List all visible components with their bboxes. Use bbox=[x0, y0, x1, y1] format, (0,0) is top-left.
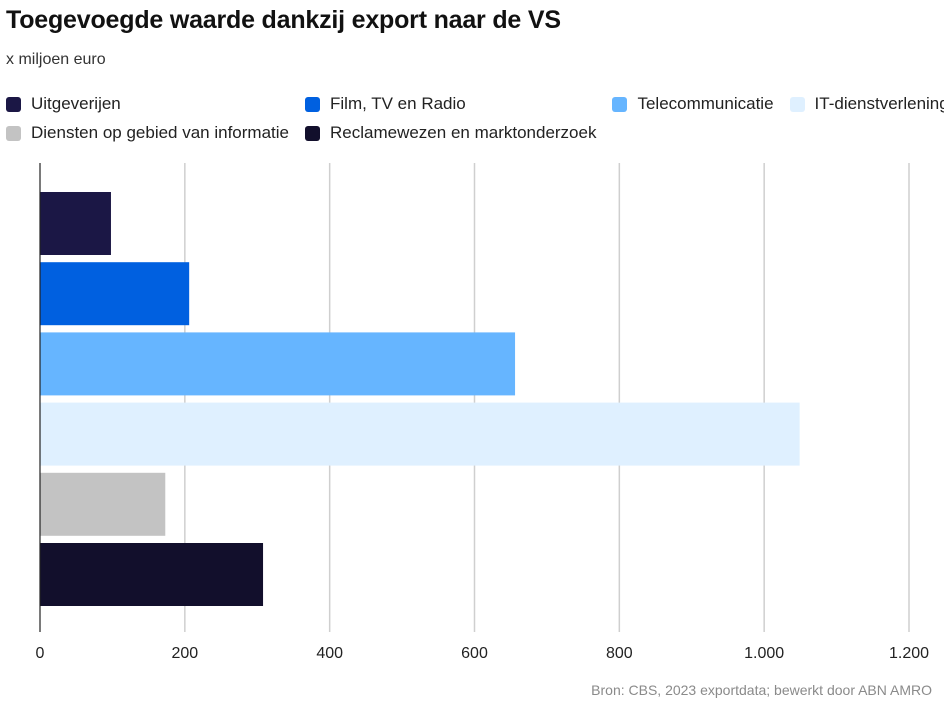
x-tick-label: 1.000 bbox=[744, 645, 784, 662]
legend-item: Diensten op gebied van informatie bbox=[6, 123, 289, 143]
legend-item: Uitgeverijen bbox=[6, 94, 289, 114]
bar bbox=[40, 472, 166, 536]
x-tick-label: 800 bbox=[606, 645, 633, 662]
bar bbox=[40, 402, 800, 466]
chart-title: Toegevoegde waarde dankzij export naar d… bbox=[6, 6, 561, 34]
legend-label: Reclamewezen en marktonderzoek bbox=[330, 123, 597, 142]
legend-label: IT-dienstverlening bbox=[814, 94, 944, 113]
legend-label: Diensten op gebied van informatie bbox=[31, 123, 289, 142]
legend-swatch bbox=[612, 96, 628, 112]
legend-item: IT-dienstverlening bbox=[789, 94, 944, 114]
legend-label: Uitgeverijen bbox=[31, 94, 121, 113]
legend-swatch bbox=[6, 96, 21, 112]
x-tick-label: 1.200 bbox=[889, 645, 929, 662]
x-tick-label: 200 bbox=[171, 645, 198, 662]
x-tick-label: 0 bbox=[36, 645, 45, 662]
bar bbox=[40, 262, 190, 326]
legend-item: Telecommunicatie bbox=[612, 94, 774, 114]
legend-swatch bbox=[305, 125, 320, 141]
chart-subtitle: x miljoen euro bbox=[6, 51, 106, 68]
legend-swatch bbox=[305, 96, 320, 112]
x-tick-label: 400 bbox=[316, 645, 343, 662]
legend-swatch bbox=[6, 125, 21, 141]
bar bbox=[40, 332, 516, 396]
legend-item: Reclamewezen en marktonderzoek bbox=[305, 123, 596, 143]
legend: Uitgeverijen Film, TV en Radio Telecommuni… bbox=[6, 94, 944, 143]
legend-item: Film, TV en Radio bbox=[305, 94, 596, 114]
legend-label: Telecommunicatie bbox=[637, 94, 774, 113]
legend-label: Film, TV en Radio bbox=[330, 94, 466, 113]
legend-swatch bbox=[789, 96, 805, 112]
x-tick-label: 600 bbox=[461, 645, 488, 662]
source-note: Bron: CBS, 2023 exportdata; bewerkt door… bbox=[591, 682, 932, 698]
bar bbox=[40, 543, 264, 606]
bar bbox=[40, 192, 111, 255]
